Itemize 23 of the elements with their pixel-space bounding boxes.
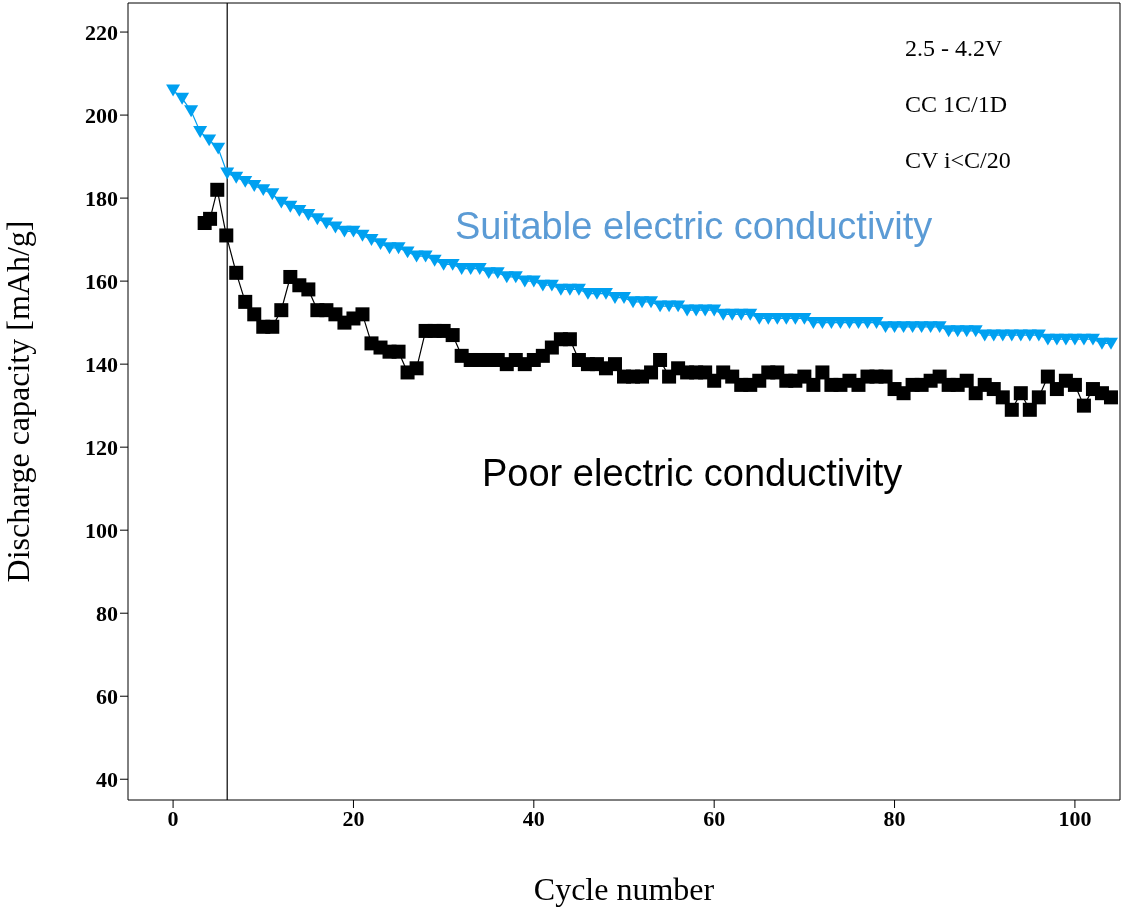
y-tick-label: 180 [85, 185, 118, 211]
y-tick-label: 160 [85, 268, 118, 294]
x-tick-label: 80 [883, 805, 906, 831]
x-tick-label: 40 [522, 805, 545, 831]
y-tick-label: 40 [96, 767, 118, 793]
y-tick-label: 100 [85, 517, 118, 543]
y-axis-title: Discharge capacity [mAh/g] [0, 220, 37, 583]
y-tick-label: 140 [85, 351, 118, 377]
annotation: 2.5 - 4.2V [905, 34, 1004, 63]
series-label: Poor electric conductivity [482, 452, 903, 495]
x-tick-label: 100 [1058, 805, 1092, 831]
x-axis-title: Cycle number [533, 871, 715, 907]
y-tick-label: 60 [96, 684, 118, 710]
y-tick-label: 200 [85, 102, 118, 128]
y-tick-label: 220 [85, 19, 118, 45]
annotation: CV i<C/20 [905, 146, 1011, 175]
x-tick-label: 60 [703, 805, 726, 831]
x-tick-label: 0 [167, 805, 179, 831]
y-tick-label: 120 [85, 434, 118, 460]
x-tick-label: 20 [342, 805, 365, 831]
y-tick-label: 80 [96, 601, 118, 627]
series-label: Suitable electric conductivity [455, 205, 933, 248]
annotation: CC 1C/1D [905, 90, 1009, 119]
